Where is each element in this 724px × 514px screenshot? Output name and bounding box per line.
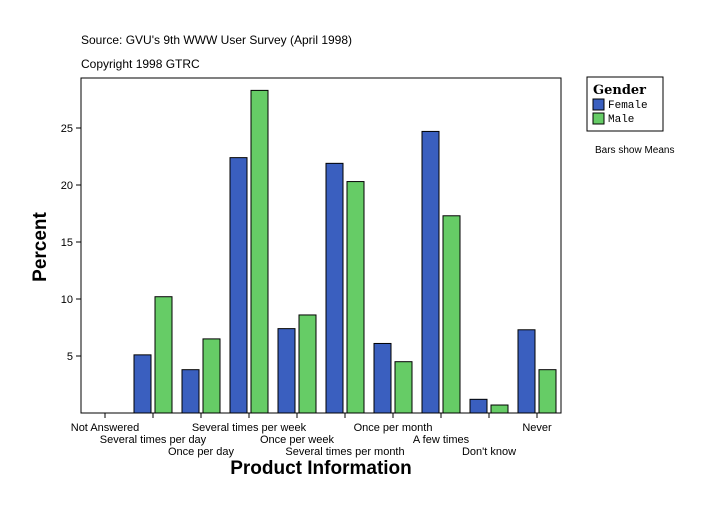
x-tick-label: Several times per day — [100, 434, 207, 446]
x-tick-label: Not Answered — [71, 422, 139, 434]
bar-female — [325, 162, 344, 414]
legend-title: Gender — [593, 83, 646, 98]
bar-male — [202, 338, 221, 414]
bar-female — [373, 342, 392, 414]
x-tick-label: Once per week — [260, 434, 334, 446]
y-tick-label: 10 — [61, 294, 73, 306]
x-tick-label: Several times per week — [192, 422, 307, 434]
y-tick-label: 5 — [67, 351, 73, 363]
x-tick-label: Once per month — [354, 422, 433, 434]
bar-male — [250, 89, 269, 414]
legend-swatch-male — [592, 112, 605, 125]
x-tick-label: A few times — [413, 434, 470, 446]
y-tick-label: 25 — [61, 123, 73, 135]
bar-female — [277, 328, 296, 414]
bar-female — [229, 157, 248, 414]
legend-label-male: Male — [608, 114, 634, 126]
copyright-line: Copyright 1998 GTRC — [81, 57, 200, 71]
bars-group — [133, 89, 557, 414]
bar-female — [421, 130, 440, 414]
legend-label-female: Female — [608, 100, 648, 112]
x-tick-label: Once per day — [168, 446, 235, 458]
bar-male — [394, 361, 413, 414]
bar-male — [298, 314, 317, 414]
plot-area — [80, 77, 562, 414]
bar-male — [346, 181, 365, 414]
bar-male — [442, 215, 461, 414]
source-line: Source: GVU's 9th WWW User Survey (April… — [81, 33, 352, 47]
x-tick-label: Several times per month — [285, 446, 404, 458]
bars-note: Bars show Means — [595, 145, 674, 156]
y-axis-title: Percent — [30, 211, 51, 281]
bar-male — [538, 369, 557, 414]
bar-female — [517, 329, 536, 414]
x-tick-label: Don't know — [462, 446, 516, 458]
bar-male — [154, 296, 173, 414]
bar-female — [133, 354, 152, 414]
y-tick-label: 15 — [61, 237, 73, 249]
x-axis-title: Product Information — [230, 458, 412, 479]
legend-swatch-female — [592, 98, 605, 111]
bar-female — [181, 369, 200, 414]
bar-male — [490, 404, 509, 414]
y-axis: 5 10 15 20 25 — [61, 123, 81, 363]
x-tick-label: Never — [522, 422, 552, 434]
bar-female — [469, 398, 488, 414]
legend: Gender Female Male — [586, 76, 664, 132]
y-tick-label: 20 — [61, 180, 73, 192]
